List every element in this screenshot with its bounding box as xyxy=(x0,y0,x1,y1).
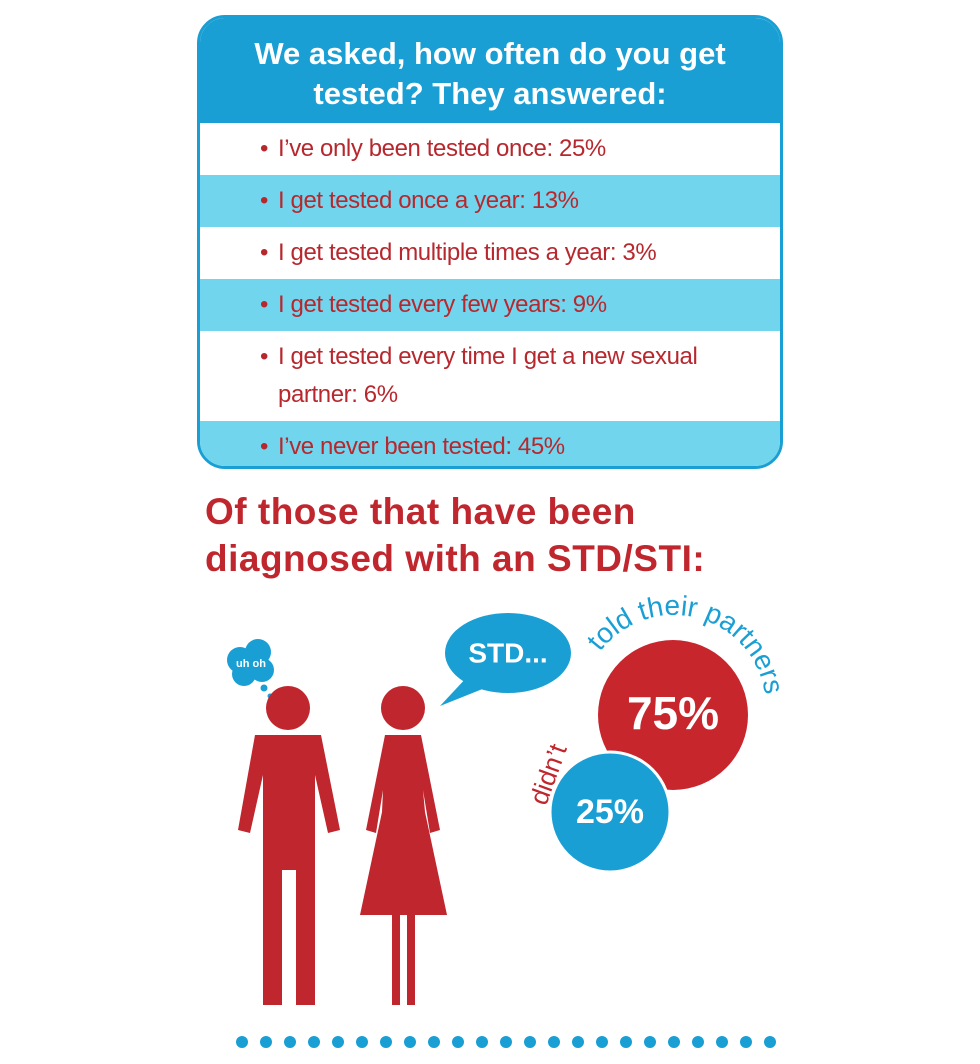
box-title: We asked, how often do you get tested? T… xyxy=(200,18,780,123)
dot xyxy=(500,1036,512,1048)
dot xyxy=(692,1036,704,1048)
dot xyxy=(332,1036,344,1048)
speech-text: STD... xyxy=(468,637,547,668)
told-value: 75% xyxy=(627,687,719,739)
dot xyxy=(356,1036,368,1048)
answer-row: I get tested once a year: 13% xyxy=(200,175,780,227)
answer-row: I’ve never been tested: 45% xyxy=(200,421,780,466)
didnt-circle xyxy=(548,750,672,874)
dot xyxy=(284,1036,296,1048)
thought-cloud xyxy=(227,639,274,699)
dot xyxy=(452,1036,464,1048)
didnt-value: 25% xyxy=(576,793,644,831)
answer-list: I’ve only been tested once: 25%I get tes… xyxy=(200,123,780,466)
dot xyxy=(596,1036,608,1048)
answer-row: I get tested every time I get a new sexu… xyxy=(200,331,780,421)
dot xyxy=(404,1036,416,1048)
answer-row: I get tested every few years: 9% xyxy=(200,279,780,331)
survey-box: We asked, how often do you get tested? T… xyxy=(197,15,783,469)
dot xyxy=(668,1036,680,1048)
speech-bubble xyxy=(440,613,571,706)
dot xyxy=(572,1036,584,1048)
dot xyxy=(716,1036,728,1048)
dot xyxy=(740,1036,752,1048)
dot xyxy=(548,1036,560,1048)
figures xyxy=(238,686,447,1005)
dot xyxy=(428,1036,440,1048)
dot xyxy=(620,1036,632,1048)
dot xyxy=(764,1036,776,1048)
dot xyxy=(260,1036,272,1048)
dot xyxy=(476,1036,488,1048)
dot xyxy=(308,1036,320,1048)
dot xyxy=(524,1036,536,1048)
dot-divider xyxy=(236,1036,776,1048)
section-heading: Of those that have been diagnosed with a… xyxy=(205,491,706,579)
answer-row: I get tested multiple times a year: 3% xyxy=(200,227,780,279)
dot xyxy=(236,1036,248,1048)
thought-text: uh oh xyxy=(236,658,266,670)
told-circle xyxy=(598,640,748,790)
dot xyxy=(644,1036,656,1048)
dot xyxy=(380,1036,392,1048)
answer-row: I’ve only been tested once: 25% xyxy=(200,123,780,175)
